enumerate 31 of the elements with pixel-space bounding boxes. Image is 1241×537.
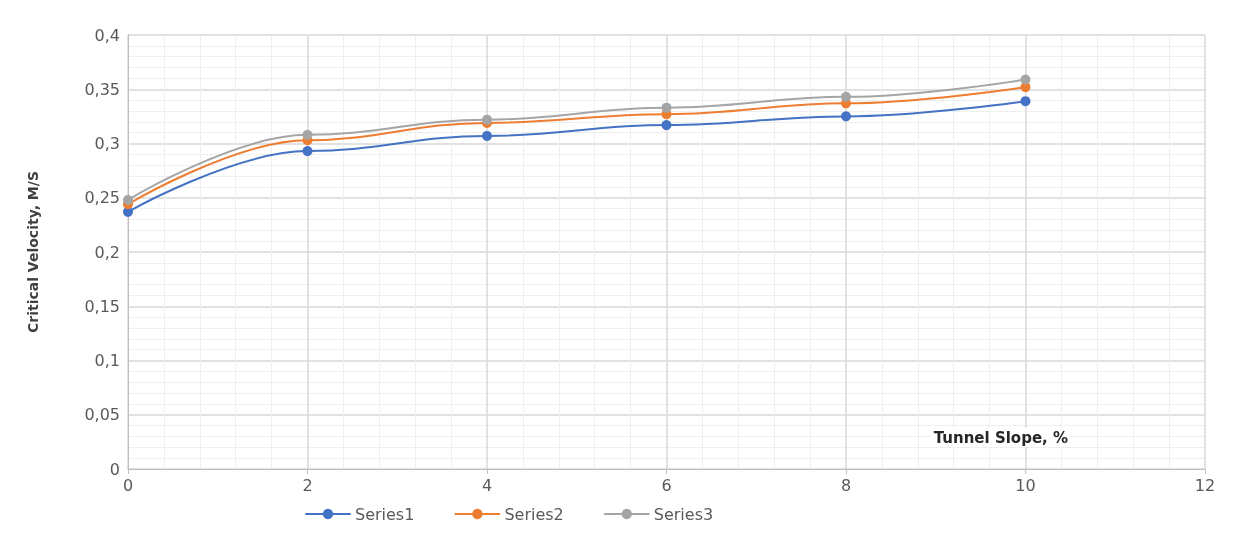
point <box>841 111 851 122</box>
point <box>482 130 492 141</box>
point <box>302 146 313 157</box>
y-tick-label: 0,4 <box>94 25 120 45</box>
point <box>661 120 672 131</box>
y-tick-label: 0,2 <box>94 242 120 262</box>
x-axis-title: Tunnel Slope, % <box>933 428 1069 447</box>
legend-label: Series2 <box>504 504 564 524</box>
y-tick-label: 0,05 <box>84 405 120 425</box>
legend-label: Series3 <box>653 504 714 524</box>
x-tick-label: 12 <box>1194 475 1216 495</box>
y-tick-label: 0,3 <box>94 134 120 153</box>
point <box>1020 74 1031 85</box>
x-tick-label: 4 <box>481 475 493 495</box>
x-tick-label: 0 <box>122 475 134 495</box>
y-tick-label: 0,35 <box>84 79 120 99</box>
y-tick-label: 0,1 <box>94 351 120 370</box>
point <box>841 91 851 102</box>
y-tick-label: 0 <box>109 459 120 479</box>
y-tick-label: 0,15 <box>84 296 120 316</box>
x-tick-label: 10 <box>1015 475 1036 495</box>
x-tick-label: 2 <box>302 475 313 495</box>
x-tick-label: 6 <box>661 475 672 495</box>
point <box>302 129 313 140</box>
point <box>661 102 672 113</box>
point <box>123 194 133 205</box>
legend-label: Series1 <box>355 504 415 524</box>
y-axis-title: Critical Velocity, M/S <box>25 170 41 334</box>
point <box>1020 96 1031 107</box>
x-tick-label: 8 <box>840 475 852 495</box>
y-tick-label: 0,25 <box>84 188 120 208</box>
